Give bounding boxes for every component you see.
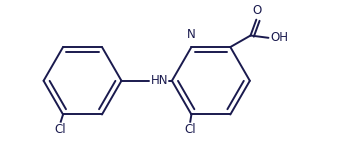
Text: OH: OH [270, 31, 288, 44]
Text: N: N [187, 28, 196, 41]
Text: Cl: Cl [54, 123, 66, 136]
Text: Cl: Cl [184, 123, 196, 136]
Text: HN: HN [151, 74, 168, 87]
Text: O: O [253, 4, 262, 17]
